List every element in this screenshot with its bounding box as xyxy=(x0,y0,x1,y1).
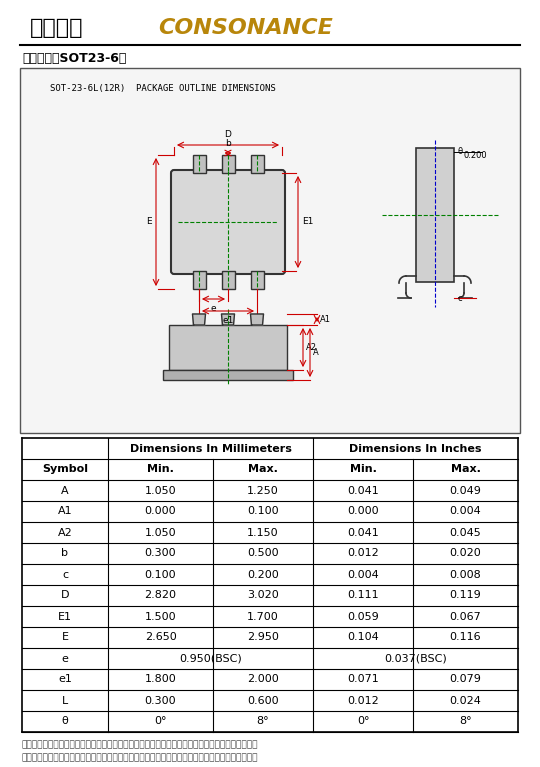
Text: e: e xyxy=(211,304,217,313)
Text: 0.500: 0.500 xyxy=(247,548,279,558)
Text: Symbol: Symbol xyxy=(42,465,88,475)
Text: 0.000: 0.000 xyxy=(145,506,177,516)
Text: 0.071: 0.071 xyxy=(347,674,379,684)
Text: 0.004: 0.004 xyxy=(347,570,379,580)
Text: e1: e1 xyxy=(58,674,72,684)
Text: θ: θ xyxy=(62,716,69,726)
Polygon shape xyxy=(221,314,234,325)
Text: 1.150: 1.150 xyxy=(247,528,279,538)
Text: 0.104: 0.104 xyxy=(347,633,379,643)
Text: b: b xyxy=(225,139,231,148)
Text: b: b xyxy=(62,548,69,558)
Text: e: e xyxy=(62,653,69,663)
Text: 0.008: 0.008 xyxy=(450,570,481,580)
Text: A: A xyxy=(61,486,69,495)
Text: A1: A1 xyxy=(58,506,72,516)
Text: 2.820: 2.820 xyxy=(145,591,177,601)
Text: A2: A2 xyxy=(306,343,317,352)
Bar xyxy=(163,370,293,380)
Polygon shape xyxy=(251,314,264,325)
Text: 0.111: 0.111 xyxy=(347,591,379,601)
Text: 0.037(BSC): 0.037(BSC) xyxy=(384,653,447,663)
Text: Min.: Min. xyxy=(147,465,174,475)
Bar xyxy=(416,148,454,282)
Text: 0.116: 0.116 xyxy=(450,633,481,643)
Text: 0.041: 0.041 xyxy=(347,486,379,495)
Text: 0.012: 0.012 xyxy=(347,696,379,706)
FancyBboxPatch shape xyxy=(171,170,285,274)
Text: 8°: 8° xyxy=(256,716,269,726)
Bar xyxy=(192,155,206,173)
Text: 0.100: 0.100 xyxy=(247,506,279,516)
Text: 0.041: 0.041 xyxy=(347,528,379,538)
Text: 2.950: 2.950 xyxy=(247,633,279,643)
Text: 0.200: 0.200 xyxy=(464,151,488,160)
Text: 3.020: 3.020 xyxy=(247,591,279,601)
Text: 1.050: 1.050 xyxy=(145,486,177,495)
Text: Dimensions In Inches: Dimensions In Inches xyxy=(349,443,482,453)
Text: 0.067: 0.067 xyxy=(450,611,481,621)
Bar xyxy=(192,271,206,289)
Polygon shape xyxy=(192,314,206,325)
Text: 0.600: 0.600 xyxy=(247,696,279,706)
Text: 1.500: 1.500 xyxy=(145,611,177,621)
Bar xyxy=(221,155,234,173)
Text: 0.049: 0.049 xyxy=(450,486,482,495)
Text: 0.200: 0.200 xyxy=(247,570,279,580)
Text: 0.004: 0.004 xyxy=(450,506,481,516)
Text: Min.: Min. xyxy=(349,465,376,475)
Text: A2: A2 xyxy=(58,528,72,538)
Text: A: A xyxy=(313,348,319,357)
Text: 0.300: 0.300 xyxy=(145,696,177,706)
Text: Dimensions In Millimeters: Dimensions In Millimeters xyxy=(130,443,292,453)
Bar xyxy=(221,271,234,289)
Text: 本文中所描述的电路仅供参考，上海如韵电子有限公司对使用本文中所描述的电路不承担任何责任。: 本文中所描述的电路仅供参考，上海如韵电子有限公司对使用本文中所描述的电路不承担任… xyxy=(22,740,259,749)
Bar xyxy=(251,271,264,289)
Text: 0.024: 0.024 xyxy=(450,696,482,706)
Text: L: L xyxy=(62,696,68,706)
Text: D: D xyxy=(60,591,69,601)
Bar xyxy=(251,155,264,173)
Text: 0.950(BSC): 0.950(BSC) xyxy=(179,653,242,663)
Text: E: E xyxy=(146,218,152,226)
Text: c: c xyxy=(62,570,68,580)
Text: 1.050: 1.050 xyxy=(145,528,177,538)
Text: 0.119: 0.119 xyxy=(450,591,481,601)
Text: θ: θ xyxy=(457,147,462,156)
Text: 0.045: 0.045 xyxy=(450,528,481,538)
Text: SOT-23-6L(12R)  PACKAGE OUTLINE DIMENSIONS: SOT-23-6L(12R) PACKAGE OUTLINE DIMENSION… xyxy=(50,84,276,93)
Bar xyxy=(20,68,520,433)
Text: 2.000: 2.000 xyxy=(247,674,279,684)
Text: 2.650: 2.650 xyxy=(145,633,177,643)
Text: 8°: 8° xyxy=(459,716,472,726)
Text: A1: A1 xyxy=(320,315,331,324)
Text: 0°: 0° xyxy=(357,716,369,726)
Text: 0.012: 0.012 xyxy=(347,548,379,558)
Text: 封装信息（SOT23-6）: 封装信息（SOT23-6） xyxy=(22,51,126,64)
Text: c: c xyxy=(457,294,462,303)
Text: 0.000: 0.000 xyxy=(347,506,379,516)
Text: E: E xyxy=(62,633,69,643)
Text: 0.079: 0.079 xyxy=(450,674,482,684)
Text: 0°: 0° xyxy=(154,716,167,726)
Text: 0.100: 0.100 xyxy=(145,570,177,580)
Text: Max.: Max. xyxy=(248,465,278,475)
Text: E1: E1 xyxy=(302,218,313,226)
Bar xyxy=(169,325,287,370)
Text: e1: e1 xyxy=(222,316,234,325)
Text: 1.800: 1.800 xyxy=(145,674,177,684)
Text: 1.250: 1.250 xyxy=(247,486,279,495)
Text: 如韵电子: 如韵电子 xyxy=(30,18,84,38)
Text: CONSONANCE: CONSONANCE xyxy=(158,18,333,38)
Text: 1.700: 1.700 xyxy=(247,611,279,621)
Text: 0.059: 0.059 xyxy=(347,611,379,621)
Text: D: D xyxy=(225,130,232,139)
Text: 0.020: 0.020 xyxy=(450,548,481,558)
Text: 上海如韵电子有限公司保留对器件的设计或者器件的技术规格书随时做出修改而不特别通知的权利。: 上海如韵电子有限公司保留对器件的设计或者器件的技术规格书随时做出修改而不特别通知… xyxy=(22,753,259,762)
Text: E1: E1 xyxy=(58,611,72,621)
Text: 0.300: 0.300 xyxy=(145,548,177,558)
Text: Max.: Max. xyxy=(450,465,481,475)
